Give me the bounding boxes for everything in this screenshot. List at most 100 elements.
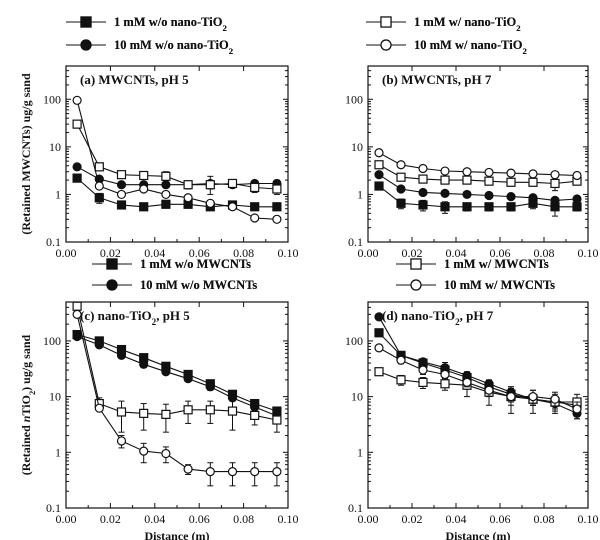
- series-2: [374, 170, 582, 205]
- data-point: [161, 448, 171, 459]
- y-tick-label: 10: [49, 390, 61, 404]
- legend-marker: [380, 16, 392, 28]
- series-4: [72, 309, 282, 487]
- y-tick-label: 100: [345, 334, 363, 348]
- legend-label: 10 mM w/o MWCNTs: [140, 278, 257, 292]
- x-tick-label: 0.00: [358, 512, 379, 526]
- x-tick-label: 0.02: [100, 246, 121, 260]
- data-point: [462, 175, 472, 185]
- y-axis-title: (Retained nTiO2) ug/g sand: [19, 334, 37, 475]
- legend-label: 1 mM w/o nano-TiO2: [114, 15, 227, 33]
- legend-label: 10 mM w/o nano-TiO2: [114, 38, 233, 56]
- x-tick-label: 0.08: [233, 246, 254, 260]
- legend-marker: [410, 279, 422, 291]
- legend-label: 10 mM w/o MWCNTs: [140, 278, 257, 292]
- legend-entry: 10 mM w/ MWCNTs: [396, 278, 555, 292]
- legend-marker: [80, 39, 92, 51]
- data-point: [116, 200, 127, 210]
- legend-marker: [410, 258, 422, 270]
- x-tick-label: 0.06: [490, 246, 511, 260]
- data-point: [506, 191, 516, 202]
- data-point: [484, 202, 494, 212]
- data-point: [528, 193, 538, 203]
- x-tick-label: 0.04: [446, 512, 467, 526]
- y-tick-label: 1: [357, 187, 363, 201]
- data-point: [183, 180, 193, 190]
- data-point: [484, 190, 494, 201]
- data-point: [161, 171, 171, 181]
- data-point: [418, 377, 428, 388]
- data-point: [72, 309, 82, 319]
- x-axis-title: Distance (m): [446, 529, 511, 540]
- data-point: [205, 180, 215, 190]
- legend-label: 10 mM w/o nano-TiO2: [114, 38, 233, 56]
- data-point: [418, 365, 428, 375]
- legend-marker: [80, 16, 92, 28]
- x-tick-label: 0.08: [534, 246, 555, 260]
- data-point: [139, 170, 149, 181]
- series-2: [72, 331, 282, 421]
- legend-entry: 10 mM w/o nano-TiO2: [66, 38, 233, 56]
- data-point: [250, 467, 260, 477]
- x-axis-title: Distance (m): [145, 529, 210, 540]
- legend-label: 10 mM w/ nano-TiO2: [414, 38, 527, 56]
- series-line: [76, 334, 278, 412]
- x-tick-label: 0.10: [278, 246, 299, 260]
- data-point: [72, 162, 82, 172]
- data-point: [462, 189, 472, 200]
- data-point: [462, 202, 472, 212]
- data-point: [506, 177, 516, 187]
- legend-entry: 10 mM w/ nano-TiO2: [366, 38, 527, 56]
- legend-label: 10 mM w/ nano-TiO2: [414, 38, 527, 56]
- series-line: [76, 100, 277, 220]
- data-point: [528, 392, 538, 402]
- data-point: [374, 160, 384, 170]
- chart-panel-2: 0.1 1 10 100 0.00 0.02 0.04 0.06 0.08 0.10 (b) MWC…: [345, 65, 599, 260]
- x-tick-label: 0.08: [534, 512, 555, 526]
- data-point: [94, 193, 104, 203]
- data-point: [528, 169, 538, 179]
- data-point: [139, 202, 149, 212]
- legend-label: 1 mM w/ nano-TiO2: [414, 15, 521, 33]
- data-point: [550, 195, 560, 205]
- legend-label: 10 mM w/ MWCNTs: [444, 278, 555, 292]
- legend-entry: 1 mM w/o MWCNTs: [92, 257, 251, 271]
- series-1: [72, 329, 282, 416]
- data-point: [418, 200, 428, 210]
- legend-label: 1 mM w/ nano-TiO2: [414, 15, 521, 33]
- data-point: [374, 170, 384, 180]
- x-tick-label: 0.00: [56, 512, 77, 526]
- data-point: [250, 202, 260, 212]
- data-point: [205, 382, 215, 392]
- data-point: [161, 189, 171, 200]
- series-3: [374, 160, 582, 192]
- data-point: [418, 357, 428, 367]
- legend-label: 1 mM w/ MWCNTs: [444, 257, 549, 271]
- data-point: [227, 178, 238, 189]
- series-line: [76, 335, 278, 417]
- data-point: [374, 148, 384, 158]
- data-point: [374, 312, 384, 322]
- x-tick-label: 0.00: [56, 246, 77, 260]
- legend-label: 1 mM w/o MWCNTs: [140, 257, 251, 271]
- data-point: [550, 178, 560, 189]
- series-4: [374, 343, 582, 420]
- data-point: [272, 202, 282, 212]
- series-4: [72, 95, 282, 224]
- data-point: [506, 168, 516, 178]
- series-line: [76, 314, 277, 473]
- data-point: [94, 340, 104, 350]
- legend-entry: 1 mM w/ nano-TiO2: [366, 15, 521, 33]
- data-point: [484, 167, 494, 178]
- series-line: [76, 166, 277, 186]
- x-tick-label: 0.08: [233, 512, 254, 526]
- x-tick-label: 0.06: [189, 512, 210, 526]
- data-point: [205, 405, 215, 415]
- data-point: [572, 404, 582, 414]
- legend-label: 1 mM w/o nano-TiO2: [114, 15, 227, 33]
- data-point: [506, 202, 516, 212]
- data-point: [396, 355, 406, 365]
- data-point: [374, 343, 384, 353]
- legend-marker: [106, 279, 118, 291]
